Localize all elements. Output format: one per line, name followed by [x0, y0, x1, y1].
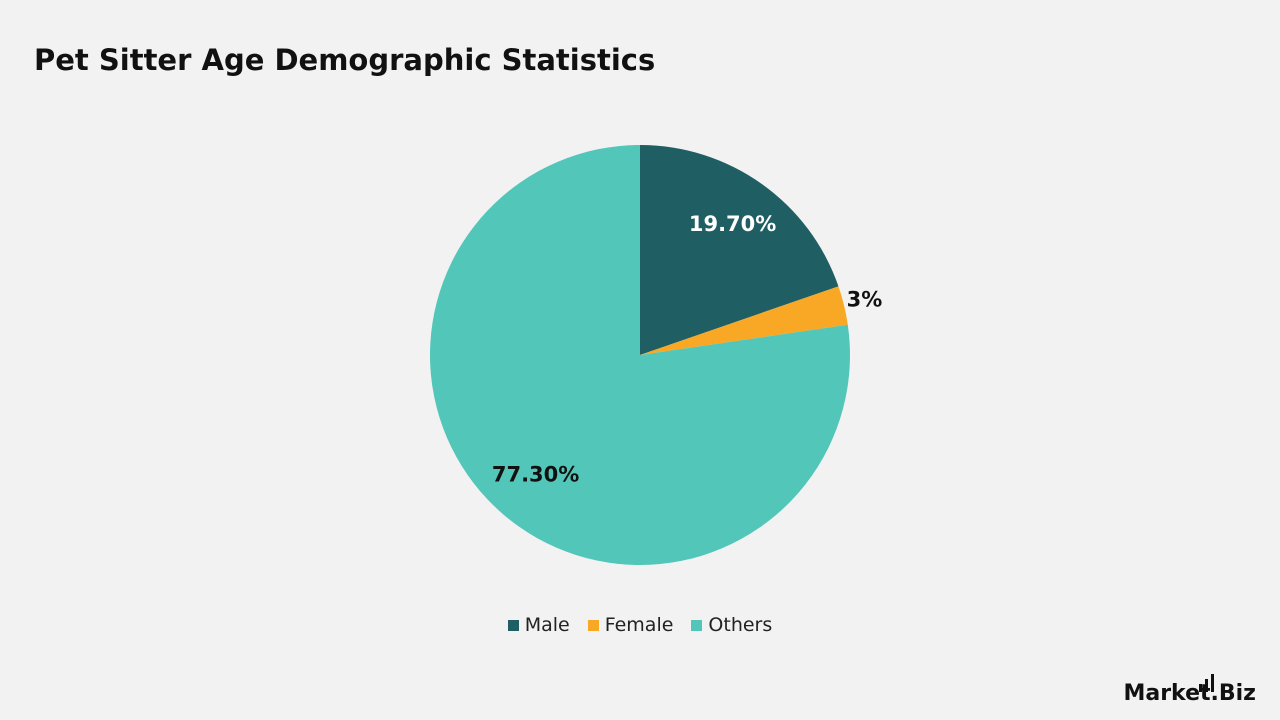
logo-icon	[1199, 674, 1214, 692]
legend-swatch	[587, 619, 599, 631]
value-label: 77.30%	[492, 463, 579, 487]
value-label: 19.70%	[689, 212, 776, 236]
legend-swatch	[691, 619, 703, 631]
legend-swatch	[507, 619, 519, 631]
pie-slice	[640, 145, 839, 355]
legend-label: Others	[708, 614, 773, 636]
legend-label: Female	[604, 614, 674, 636]
legend-label: Male	[524, 614, 570, 636]
legend-item: Others	[691, 614, 772, 636]
legend: Male Female Others	[0, 614, 1280, 636]
pie: 19.70% 3% 77.30%	[429, 145, 883, 566]
logo: Market.Biz	[1123, 681, 1256, 706]
value-label: 3%	[847, 287, 883, 311]
legend-item: Male	[507, 614, 570, 636]
legend-item: Female	[587, 614, 674, 636]
pie-slice	[640, 286, 848, 355]
chart-title: Pet Sitter Age Demographic Statistics	[34, 43, 655, 77]
pie-slice	[429, 145, 850, 566]
